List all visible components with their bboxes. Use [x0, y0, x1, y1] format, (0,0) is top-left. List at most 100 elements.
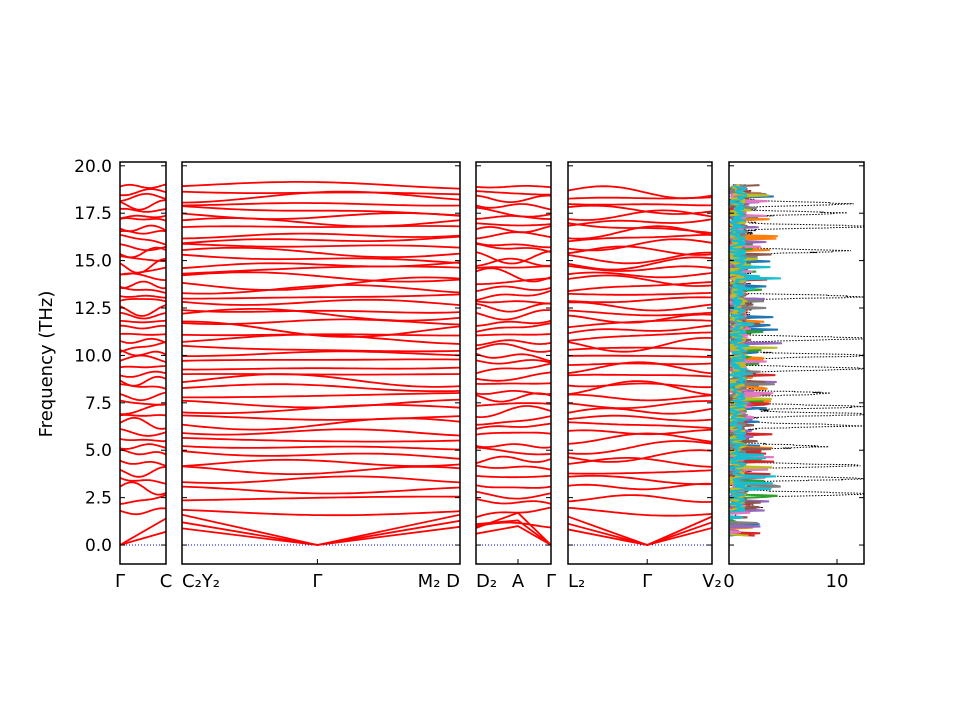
- band-branch: [120, 246, 166, 259]
- band-branch: [120, 448, 166, 456]
- band-branch: [568, 407, 712, 415]
- band-branch: [120, 192, 166, 202]
- band-branch: [120, 214, 166, 220]
- band-branch: [476, 359, 551, 365]
- band-branch: [120, 414, 166, 417]
- band-branch: [120, 365, 166, 369]
- x-tick-label: Γ: [312, 571, 322, 592]
- band-branch: [182, 205, 460, 217]
- band-branch: [120, 297, 166, 303]
- band-branch: [182, 232, 460, 240]
- band-branch: [182, 373, 460, 376]
- band-branch: [476, 371, 551, 382]
- band-branch: [182, 458, 460, 467]
- band-branch: [568, 209, 712, 221]
- band-branch: [182, 445, 460, 451]
- band-branch: [568, 185, 712, 200]
- band-branch: [182, 485, 460, 495]
- band-branch: [182, 333, 460, 337]
- band-branch: [120, 507, 166, 516]
- band-branch: [568, 233, 712, 243]
- band-branch: [182, 318, 460, 326]
- band-branch: [120, 280, 166, 290]
- dos-curves: [729, 184, 864, 545]
- band-branch: [476, 257, 551, 267]
- band-branch: [568, 362, 712, 366]
- band-branch: [476, 194, 551, 203]
- band-branch: [476, 231, 551, 240]
- band-branch: [476, 405, 551, 418]
- band-branch: [182, 495, 460, 502]
- band-branch: [120, 370, 166, 378]
- band-panel-2: C₂Y₂ Γ M₂ D: [181, 161, 461, 592]
- band-branch: [182, 308, 460, 322]
- band-branch: [568, 271, 712, 279]
- band-branch: [476, 464, 551, 471]
- band-branch: [120, 428, 166, 437]
- band-branch: [568, 337, 712, 353]
- band-branch: [120, 324, 166, 330]
- band-branch: [476, 319, 551, 327]
- band-branch: [120, 224, 166, 232]
- band-branch: [120, 234, 166, 246]
- dos-frame: [728, 161, 865, 565]
- band-branch: [182, 225, 460, 229]
- acoustic-branch: [476, 525, 551, 546]
- x-tick-label: V₂: [702, 571, 722, 592]
- band-branch: [120, 391, 166, 402]
- band-branch: [120, 311, 166, 320]
- acoustic-branch: [120, 530, 166, 546]
- y-tick-label: 5.0: [85, 441, 112, 461]
- dos-x-tick-label: 10: [826, 571, 849, 592]
- band-branch: [120, 207, 166, 213]
- acoustic-branch: [120, 517, 166, 546]
- y-tick-label: 10.0: [74, 346, 112, 366]
- panel-frame: [181, 161, 461, 565]
- band-branch: [568, 482, 712, 491]
- y-tick-label: 12.5: [74, 299, 112, 319]
- band-branch: [182, 383, 460, 393]
- band-branch: [476, 302, 551, 313]
- band-branch: [182, 358, 460, 362]
- band-branch: [476, 225, 551, 234]
- band-branch: [182, 465, 460, 475]
- band-branch: [476, 285, 551, 293]
- band-branch: [120, 481, 166, 496]
- panel-frame: [119, 161, 167, 565]
- band-panel-4: L₂ Γ V₂: [567, 161, 722, 592]
- band-branch: [568, 218, 712, 227]
- band-branch: [182, 475, 460, 484]
- band-branch: [568, 203, 712, 207]
- band-branch: [476, 490, 551, 500]
- band-branch: [476, 443, 551, 449]
- panel-frame: [567, 161, 713, 565]
- y-axis-label: Frequency (THz): [36, 291, 57, 438]
- band-branch: [568, 382, 712, 389]
- band-branch: [568, 309, 712, 317]
- band-branch: [568, 346, 712, 351]
- band-branch: [120, 319, 166, 324]
- band-branch: [568, 313, 712, 324]
- x-tick-label: A: [512, 571, 525, 592]
- band-branch: [568, 238, 712, 252]
- x-tick-label: Γ: [115, 571, 125, 592]
- band-branch: [182, 404, 460, 415]
- band-branch: [120, 443, 166, 450]
- band-branch: [182, 284, 460, 295]
- x-tick-label: D₂: [476, 571, 497, 592]
- band-branch: [476, 309, 551, 321]
- band-panel-3: D₂ A Γ: [475, 161, 556, 592]
- band-lines: [182, 181, 460, 546]
- x-tick-label: Γ: [642, 571, 652, 592]
- band-branch: [120, 459, 166, 467]
- band-branch: [476, 415, 551, 426]
- band-branch: [568, 301, 712, 312]
- band-branch: [120, 199, 166, 211]
- band-branch: [120, 217, 166, 222]
- band-branch: [476, 342, 551, 353]
- band-branch: [120, 332, 166, 336]
- y-tick-label: 0.0: [85, 536, 112, 556]
- band-branch: [120, 438, 166, 443]
- band-panels: Γ C C₂Y₂ Γ M₂ D D₂ A Γ L₂ Γ V₂0.02.55.07.510.012.5…: [74, 157, 722, 592]
